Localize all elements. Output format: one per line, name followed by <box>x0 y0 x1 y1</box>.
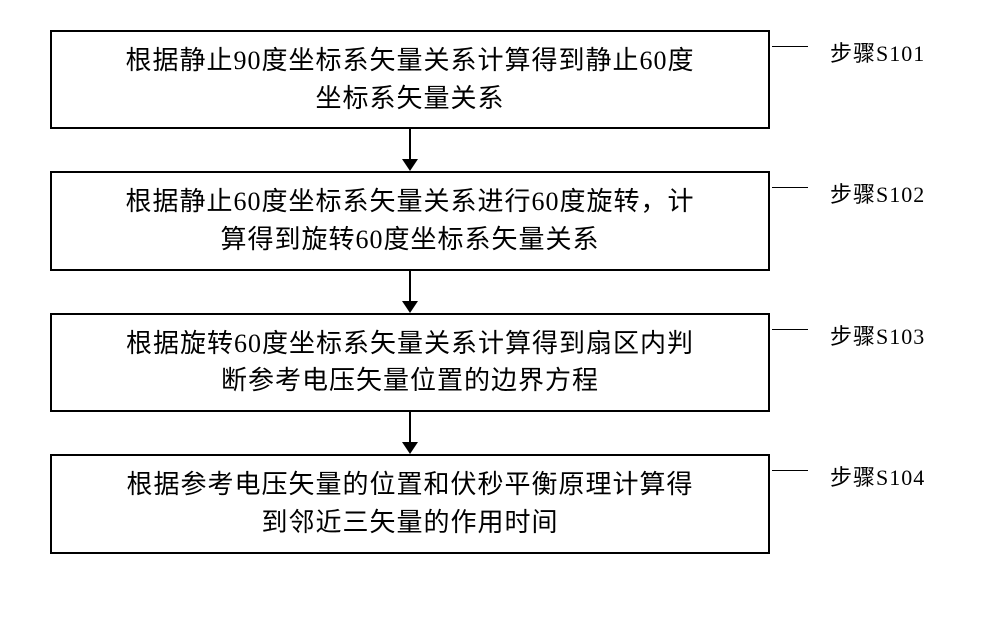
label-connector-line <box>772 187 808 188</box>
step-text: 根据参考电压矢量的位置和伏秒平衡原理计算得到邻近三矢量的作用时间 <box>72 466 748 541</box>
step-row-S102: 根据静止60度坐标系矢量关系进行60度旋转，计算得到旋转60度坐标系矢量关系 步骤… <box>50 171 960 270</box>
step-label-S103: 步骤S103 <box>830 319 925 351</box>
step-box-S102: 根据静止60度坐标系矢量关系进行60度旋转，计算得到旋转60度坐标系矢量关系 <box>50 171 770 270</box>
step-row-S101: 根据静止90度坐标系矢量关系计算得到静止60度坐标系矢量关系 步骤S101 <box>50 30 960 129</box>
step-label-S102: 步骤S102 <box>830 177 925 209</box>
step-box-S101: 根据静止90度坐标系矢量关系计算得到静止60度坐标系矢量关系 <box>50 30 770 129</box>
label-connector-line <box>772 329 808 330</box>
step-label-S104: 步骤S104 <box>830 460 925 492</box>
step-label-S101: 步骤S101 <box>830 36 925 68</box>
step-box-S104: 根据参考电压矢量的位置和伏秒平衡原理计算得到邻近三矢量的作用时间 <box>50 454 770 553</box>
label-connector-line <box>772 470 808 471</box>
step-text: 根据静止90度坐标系矢量关系计算得到静止60度坐标系矢量关系 <box>72 42 748 117</box>
arrow-down <box>50 412 770 454</box>
step-row-S104: 根据参考电压矢量的位置和伏秒平衡原理计算得到邻近三矢量的作用时间 步骤S104 <box>50 454 960 553</box>
label-connector-line <box>772 46 808 47</box>
step-row-S103: 根据旋转60度坐标系矢量关系计算得到扇区内判断参考电压矢量位置的边界方程 步骤S1… <box>50 313 960 412</box>
step-text: 根据旋转60度坐标系矢量关系计算得到扇区内判断参考电压矢量位置的边界方程 <box>72 325 748 400</box>
step-text: 根据静止60度坐标系矢量关系进行60度旋转，计算得到旋转60度坐标系矢量关系 <box>72 183 748 258</box>
arrow-down <box>50 271 770 313</box>
step-box-S103: 根据旋转60度坐标系矢量关系计算得到扇区内判断参考电压矢量位置的边界方程 <box>50 313 770 412</box>
arrow-down <box>50 129 770 171</box>
